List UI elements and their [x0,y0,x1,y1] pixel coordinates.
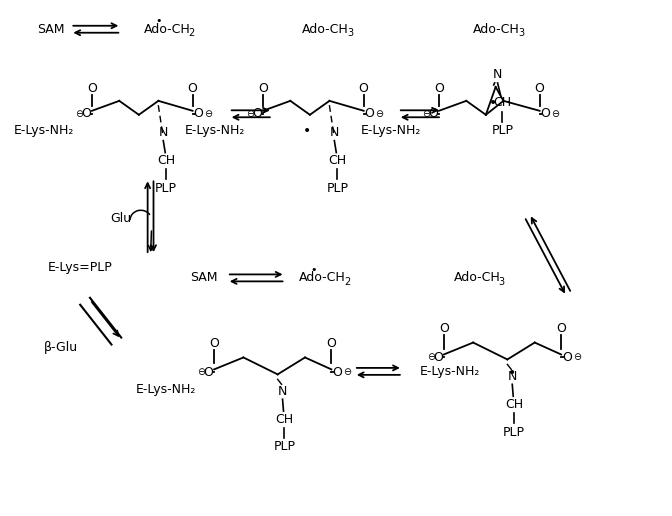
Text: E-Lys-NH₂: E-Lys-NH₂ [361,124,421,137]
Text: SAM: SAM [37,23,65,36]
Text: N: N [493,69,502,82]
Text: N: N [507,370,517,383]
Text: CH: CH [493,96,511,109]
Text: CH: CH [505,398,523,411]
Text: 3: 3 [347,28,353,38]
Text: O: O [333,366,342,379]
Text: SAM: SAM [191,271,218,284]
Text: O: O [258,83,268,95]
Text: O: O [209,337,219,350]
Text: O: O [562,351,572,364]
Text: N: N [278,385,287,398]
Text: E-Lys-NH₂: E-Lys-NH₂ [14,124,75,137]
Text: PLP: PLP [327,182,348,195]
Text: PLP: PLP [503,426,526,439]
Text: 2: 2 [189,28,195,38]
Text: •: • [489,96,497,110]
Text: O: O [327,337,337,350]
Text: 3: 3 [499,277,505,287]
Text: CH: CH [157,154,175,167]
Text: PLP: PLP [155,182,177,195]
Text: Ado-CH: Ado-CH [302,23,349,36]
Text: O: O [81,107,91,120]
Text: Ado-CH: Ado-CH [299,271,346,284]
Text: Ado-CH: Ado-CH [144,23,190,36]
Text: N: N [159,126,168,139]
Text: PLP: PLP [274,441,296,454]
Text: O: O [535,83,544,95]
Text: •: • [310,265,317,275]
Text: E-Lys-NH₂: E-Lys-NH₂ [136,383,196,396]
Text: •: • [303,124,311,138]
Text: E-Lys=PLP: E-Lys=PLP [48,262,113,275]
Text: E-Lys-NH₂: E-Lys-NH₂ [419,365,480,378]
Text: β-Glu: β-Glu [44,341,78,354]
Text: Ado-CH: Ado-CH [473,23,520,36]
Text: ⊖: ⊖ [427,352,435,362]
Text: •: • [155,17,162,26]
Text: Glu: Glu [111,212,132,224]
Text: O: O [434,83,444,95]
Text: •: • [508,366,516,380]
Text: ⊖: ⊖ [198,367,206,377]
Text: PLP: PLP [491,124,513,137]
Text: O: O [365,107,374,120]
Text: ⊖: ⊖ [204,109,212,119]
Text: O: O [87,83,97,95]
Text: O: O [540,107,550,120]
Text: 3: 3 [518,28,524,38]
Text: O: O [187,83,198,95]
Text: ⊖: ⊖ [573,352,581,362]
Text: ⊖: ⊖ [343,367,351,377]
Text: N: N [330,126,339,139]
Text: O: O [439,322,449,335]
Text: ⊖: ⊖ [375,109,383,119]
Text: Ado-CH: Ado-CH [454,271,501,284]
Text: ⊖: ⊖ [75,109,83,119]
Text: O: O [556,322,566,335]
Text: ⊖: ⊖ [422,109,430,119]
Text: O: O [194,107,204,120]
Text: 2: 2 [344,277,350,287]
Text: CH: CH [328,154,346,167]
Text: ⊖: ⊖ [246,109,254,119]
Text: O: O [428,107,438,120]
Text: E-Lys-NH₂: E-Lys-NH₂ [185,124,245,137]
Text: O: O [359,83,369,95]
Text: O: O [204,366,213,379]
Text: ⊖: ⊖ [551,109,559,119]
Text: O: O [252,107,262,120]
Text: O: O [433,351,443,364]
Text: CH: CH [276,413,294,426]
